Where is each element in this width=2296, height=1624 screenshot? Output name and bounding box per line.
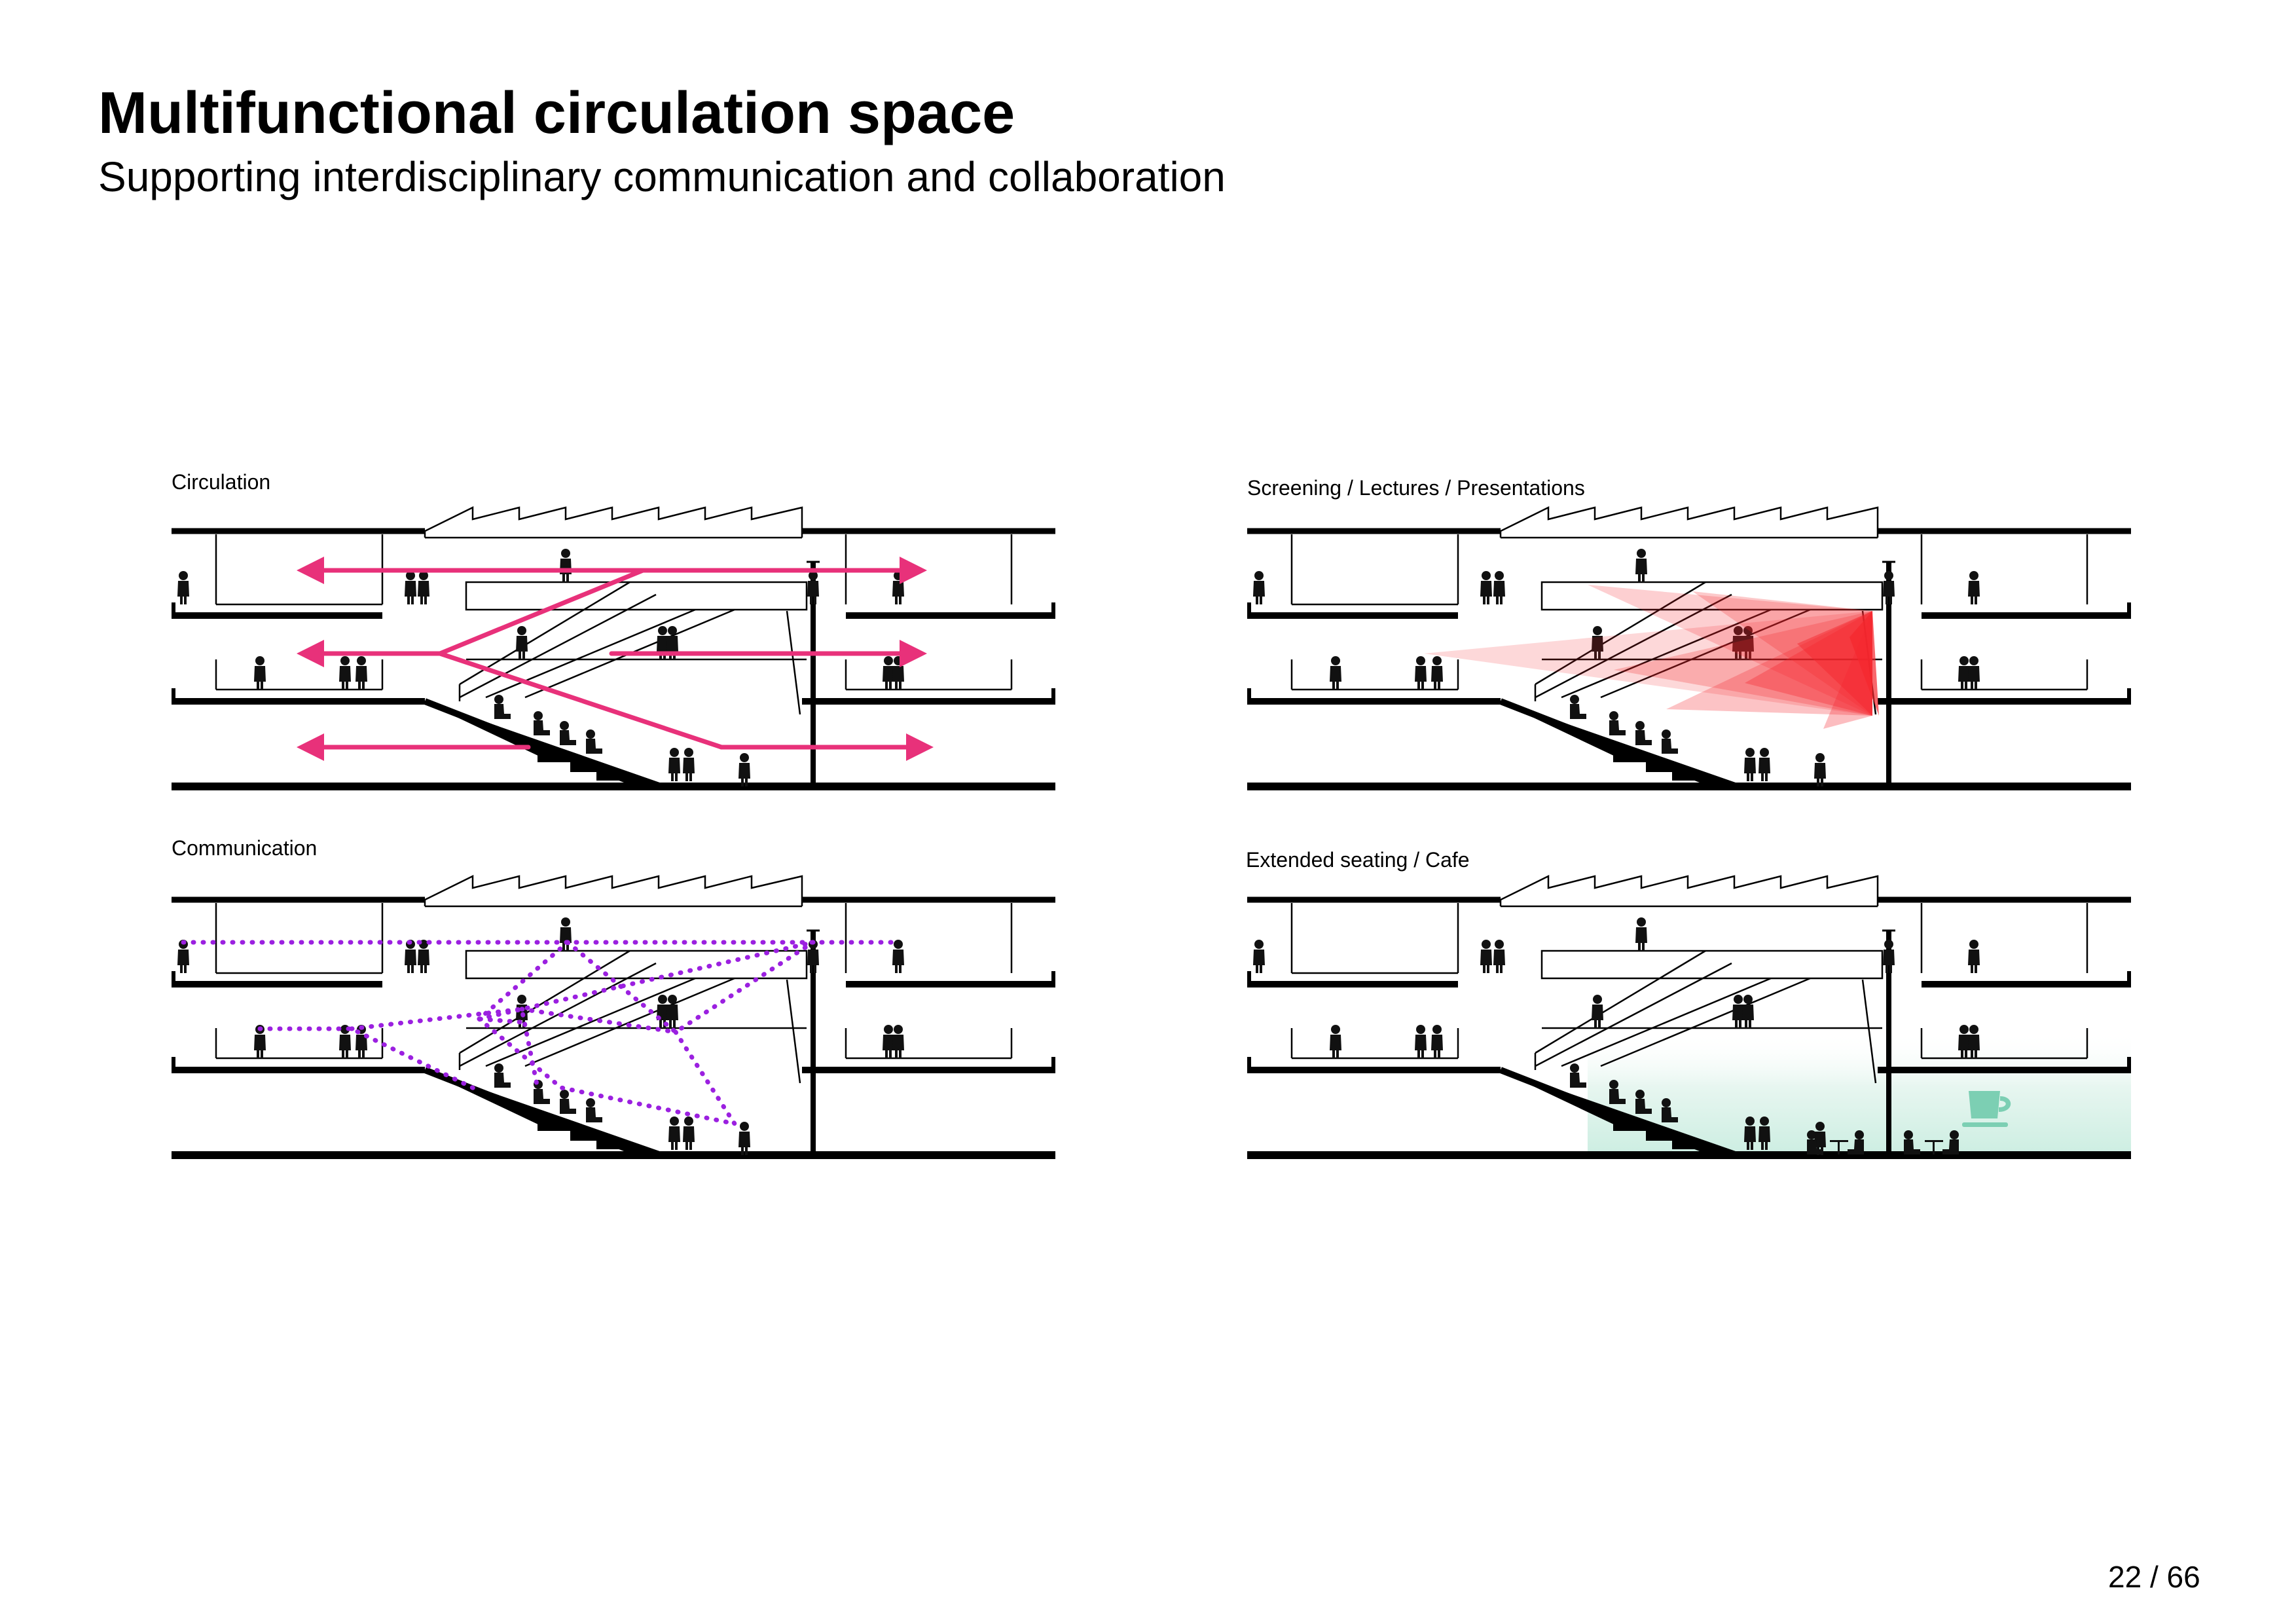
panel-label-communication: Communication bbox=[172, 836, 318, 860]
cafe-tables bbox=[1807, 1130, 1959, 1154]
page-number: 22 / 66 bbox=[2108, 1560, 2200, 1594]
section-cafe bbox=[1247, 876, 2131, 1155]
section-communication bbox=[172, 876, 1055, 1155]
panel-label-cafe: Extended seating / Cafe bbox=[1246, 848, 1470, 872]
screening-beams bbox=[1424, 585, 1879, 729]
page-title: Multifunctional circulation space bbox=[98, 81, 1015, 146]
communication-links bbox=[181, 940, 901, 1126]
section-circulation bbox=[172, 507, 1055, 786]
page-subtitle: Supporting interdisciplinary communicati… bbox=[98, 153, 1226, 200]
panel-label-circulation: Circulation bbox=[172, 470, 271, 494]
circulation-arrows bbox=[297, 557, 934, 761]
panel-label-screening: Screening / Lectures / Presentations bbox=[1247, 476, 1585, 500]
section-screening bbox=[1247, 507, 2131, 786]
coffee-cup-icon bbox=[1962, 1091, 2011, 1127]
